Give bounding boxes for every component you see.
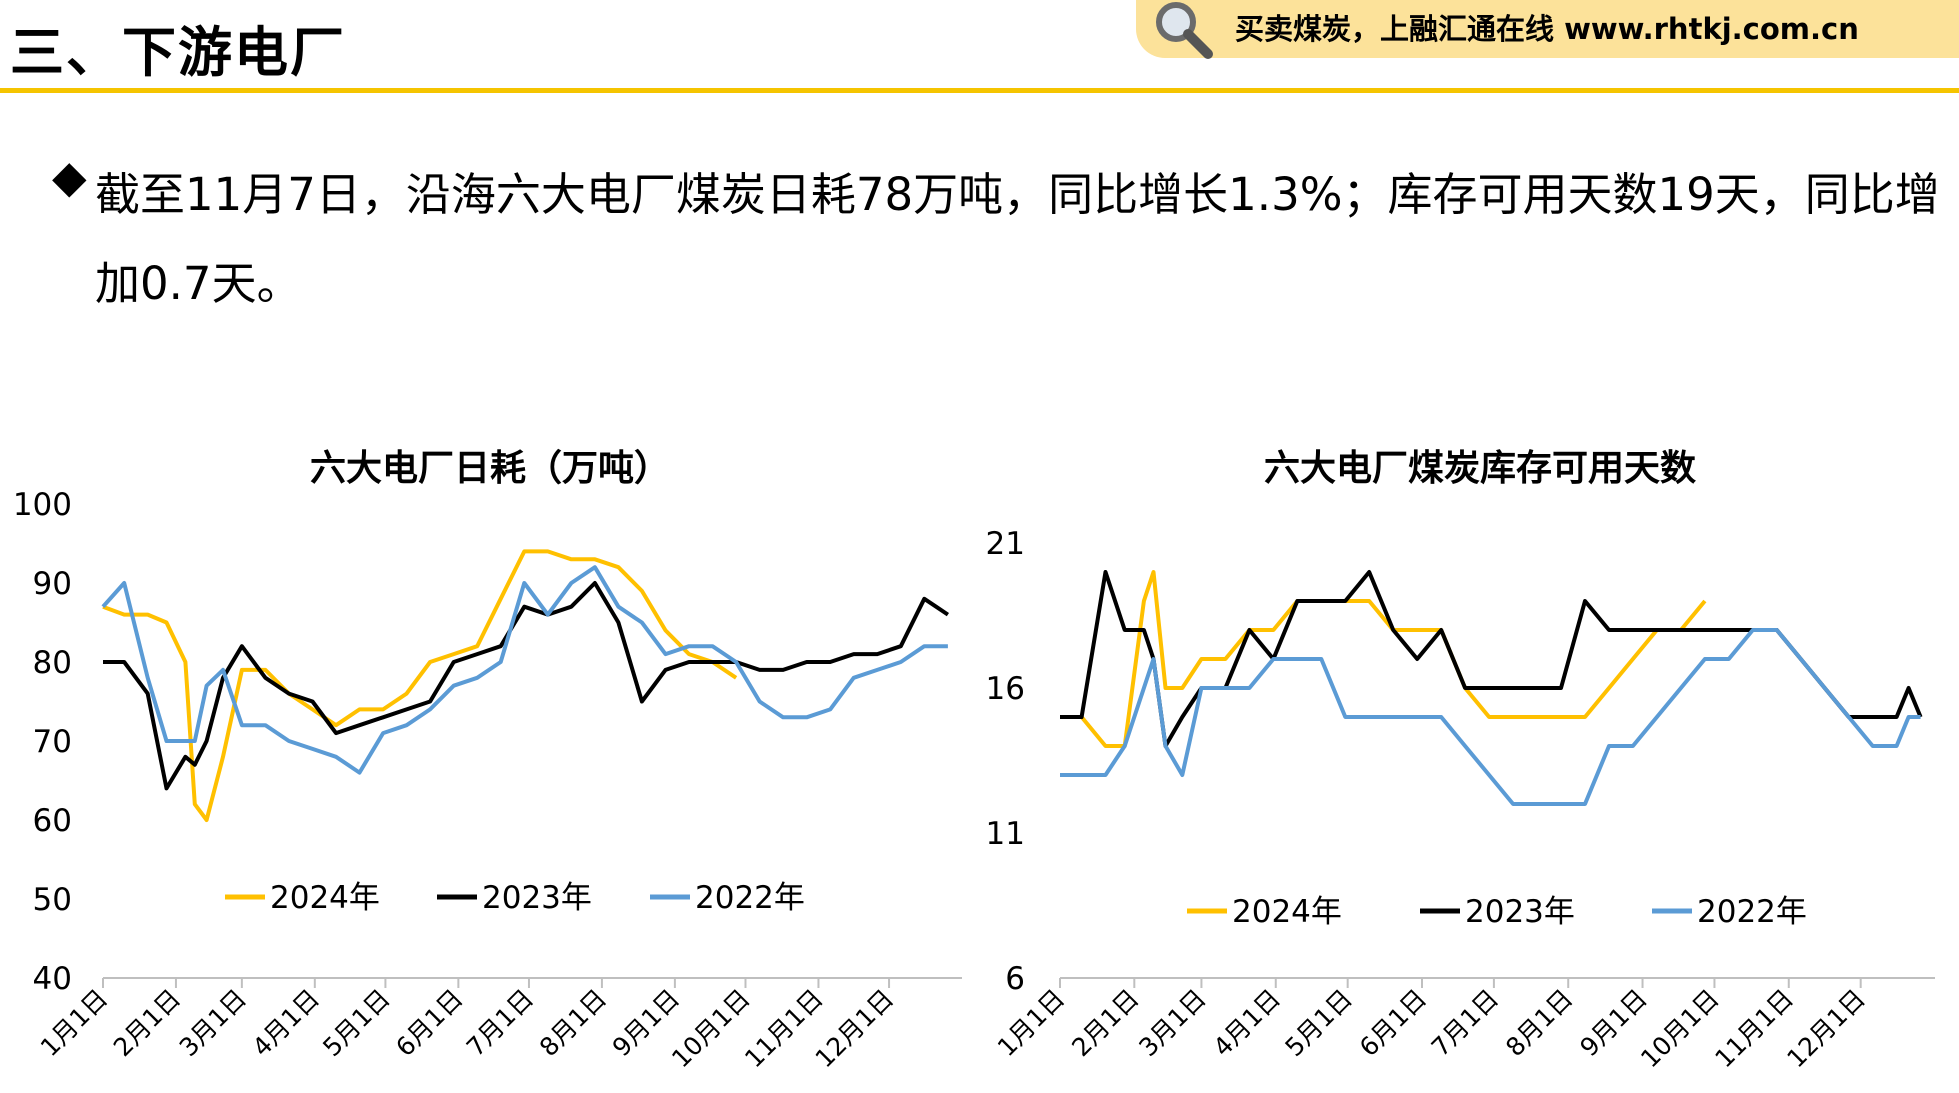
chart2-y-tick-label-0: 6 bbox=[1005, 961, 1025, 997]
chart2-x-tick-label-6: 7月1日 bbox=[1426, 984, 1504, 1062]
chart1-x-tick-label-2: 3月1日 bbox=[174, 984, 252, 1062]
chart2-x-tick-label-7: 8月1日 bbox=[1500, 984, 1578, 1062]
chart2-x-tick-label-11: 12月1日 bbox=[1781, 984, 1871, 1074]
chart1-y-tick-label-3: 70 bbox=[33, 724, 72, 760]
chart1-y-tick-label-6: 100 bbox=[13, 487, 72, 523]
chart1-y-tick-label-0: 40 bbox=[33, 961, 72, 997]
chart2-legend-label-0: 2024年 bbox=[1232, 894, 1342, 930]
chart1-series-line-2 bbox=[101, 565, 948, 775]
chart1-series-line-0 bbox=[102, 549, 738, 822]
chart2-y-tick-label-1: 11 bbox=[986, 816, 1025, 852]
chart1-title: 六大电厂日耗（万吨） bbox=[310, 448, 670, 489]
chart1-legend-label-1: 2023年 bbox=[482, 880, 592, 916]
header-banner bbox=[1136, 0, 1959, 58]
chart1-legend-label-0: 2024年 bbox=[270, 880, 380, 916]
chart2-title: 六大电厂煤炭库存可用天数 bbox=[1264, 448, 1696, 489]
chart1-x-tick-label-9: 10月1日 bbox=[666, 984, 756, 1074]
chart1-x-tick-label-3: 4月1日 bbox=[247, 984, 325, 1062]
chart2-x-tick-label-1: 2月1日 bbox=[1066, 984, 1144, 1062]
chart2-series-line-1 bbox=[1060, 570, 1923, 748]
summary-paragraph: 截至11月7日，沿海六大电厂煤炭日耗78万吨，同比增长1.3%；库存可用天数19… bbox=[95, 168, 1940, 310]
chart2-x-tick-label-4: 5月1日 bbox=[1280, 984, 1358, 1062]
chart2-x-tick-label-10: 11月1日 bbox=[1709, 984, 1799, 1074]
bullet-marker: ◆ bbox=[52, 150, 87, 203]
chart2-x-tick-label-9: 10月1日 bbox=[1635, 984, 1725, 1074]
chart1-x-tick-label-4: 5月1日 bbox=[317, 984, 395, 1062]
chart2-x-tick-label-0: 1月1日 bbox=[992, 984, 1070, 1062]
chart1-x-tick-label-11: 12月1日 bbox=[810, 984, 900, 1074]
chart2-y-tick-label-2: 16 bbox=[986, 671, 1025, 707]
chart1-legend-label-2: 2022年 bbox=[695, 880, 805, 916]
banner-text: 买卖煤炭，上融汇通在线 www.rhtkj.com.cn bbox=[1235, 12, 1859, 46]
chart1-y-tick-label-2: 60 bbox=[33, 803, 72, 839]
chart2-series-line-0 bbox=[1060, 570, 1707, 748]
chart2-x-tick-label-5: 6月1日 bbox=[1354, 984, 1432, 1062]
chart2-legend-label-1: 2023年 bbox=[1465, 894, 1575, 930]
chart1-y-tick-label-5: 90 bbox=[33, 566, 72, 602]
page-title: 三、下游电厂 bbox=[10, 21, 346, 84]
chart2-x-tick-label-2: 3月1日 bbox=[1133, 984, 1211, 1062]
chart1-x-tick-label-6: 7月1日 bbox=[461, 984, 539, 1062]
chart1-x-tick-label-10: 11月1日 bbox=[739, 984, 829, 1074]
chart1-y-tick-label-1: 50 bbox=[33, 882, 72, 918]
chart2-legend-label-2: 2022年 bbox=[1697, 894, 1807, 930]
chart1-x-tick-label-5: 6月1日 bbox=[390, 984, 468, 1062]
header-divider bbox=[0, 88, 1959, 93]
chart2-y-tick-label-3: 21 bbox=[986, 526, 1025, 562]
chart1-y-tick-label-4: 80 bbox=[33, 645, 72, 681]
chart1-x-tick-label-1: 2月1日 bbox=[108, 984, 186, 1062]
chart2-x-tick-label-3: 4月1日 bbox=[1208, 984, 1286, 1062]
chart2-series-line-2 bbox=[1060, 628, 1921, 806]
search-icon bbox=[1156, 2, 1213, 59]
chart1-x-tick-label-7: 8月1日 bbox=[534, 984, 612, 1062]
